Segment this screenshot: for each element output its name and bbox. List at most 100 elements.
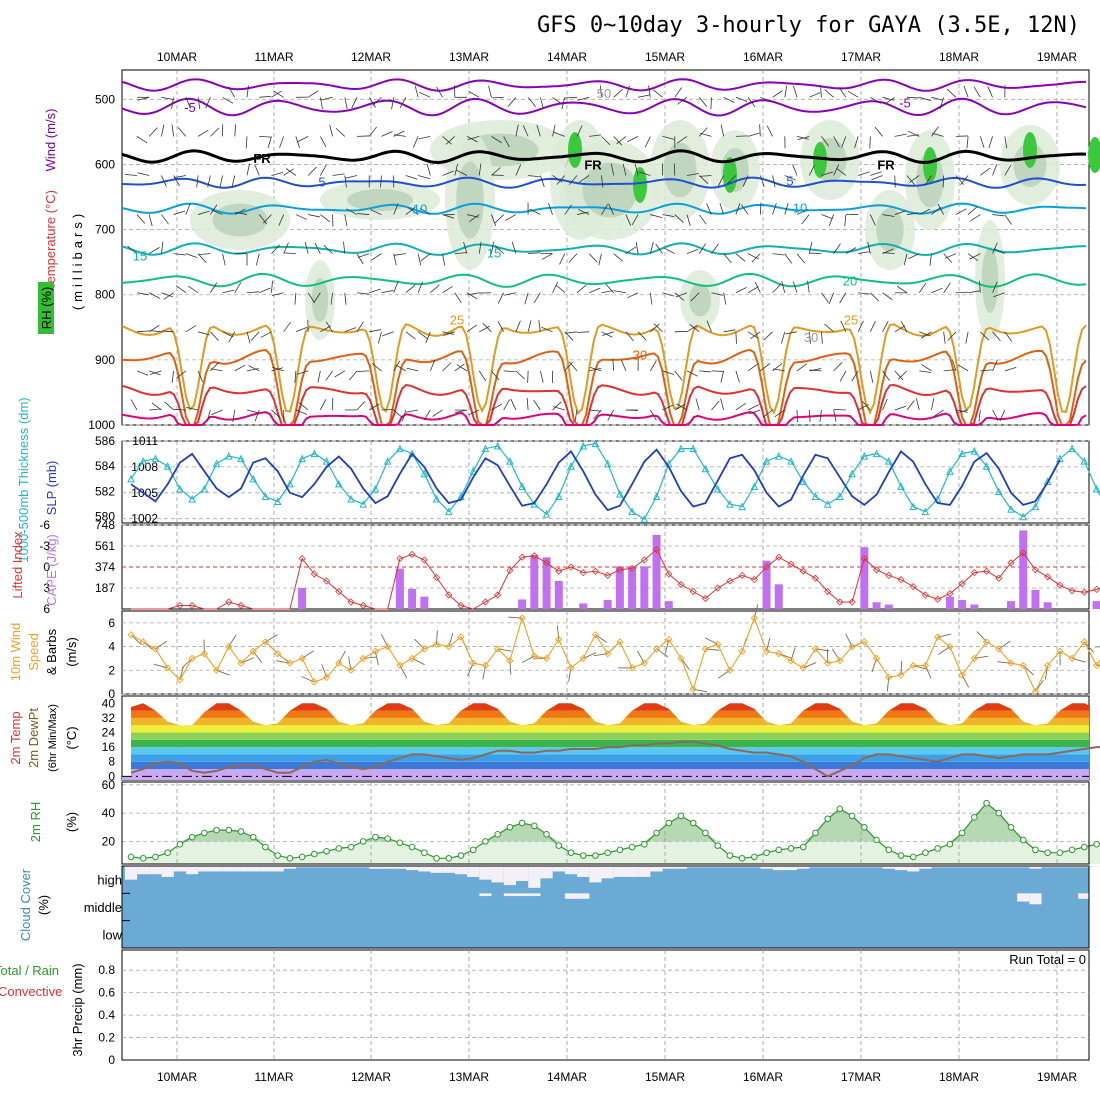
wind-barb	[760, 363, 771, 372]
rh-point	[641, 840, 648, 848]
contour-label-c15: 15	[133, 249, 147, 264]
cape-bar	[1019, 530, 1028, 609]
wind-barb	[698, 97, 708, 107]
cloud-bar-high	[1004, 866, 1018, 868]
cloud-bar-high	[540, 866, 553, 879]
lifted-point	[1031, 566, 1040, 574]
wind-barb	[819, 409, 822, 422]
wind-barb	[526, 397, 529, 411]
wind-barb	[601, 204, 608, 215]
precip-tick: 0.6	[98, 986, 115, 1000]
cloud-bar-high	[198, 866, 211, 872]
wind-barb	[279, 136, 285, 148]
wind-barb	[960, 175, 969, 185]
cloud-bar-high	[662, 866, 675, 869]
wind-barb	[969, 253, 981, 260]
temp-band	[131, 769, 1089, 777]
wind-barb	[206, 409, 211, 422]
wind-barb	[742, 175, 749, 187]
date-label-top: 17MAR	[841, 50, 881, 64]
wind-barb	[357, 253, 370, 258]
wind-speed-point	[848, 642, 856, 651]
wind-barb	[369, 403, 380, 411]
thickness-point	[237, 454, 245, 463]
wind-barb	[568, 175, 578, 185]
wind-barb	[419, 207, 431, 215]
wind-speed-point	[139, 638, 147, 646]
rh-point	[714, 842, 721, 849]
lifted-point	[726, 577, 734, 585]
lifted-point	[872, 566, 881, 574]
wind-barb	[821, 171, 834, 176]
wind-barb	[432, 409, 443, 417]
wind-barb	[552, 401, 562, 411]
cloud-bar-middle	[1029, 893, 1042, 905]
wind-speed-point	[542, 654, 551, 663]
cloud-bar-high	[332, 866, 345, 868]
wind-barb	[845, 247, 857, 254]
wind-barb	[921, 331, 932, 339]
wind-barb	[533, 399, 541, 411]
wind-barb	[211, 409, 223, 416]
wind-barb	[466, 324, 478, 333]
thickness-point	[261, 492, 270, 501]
wind-barb	[898, 370, 908, 380]
wind-barb	[698, 127, 708, 137]
rh-point	[323, 847, 330, 855]
wind-barb	[610, 163, 615, 176]
wind-barb	[943, 369, 956, 372]
wind-barb	[564, 204, 572, 215]
wind-barb	[308, 214, 320, 218]
wind-barb	[443, 331, 455, 336]
rh-point	[1019, 836, 1027, 844]
wind-barb	[919, 208, 931, 215]
wind-barb	[319, 399, 327, 411]
wind-speed-point	[164, 664, 172, 672]
contour-label-c10: 10	[793, 200, 807, 215]
wind-barb	[351, 97, 358, 109]
wind-speed-point	[567, 664, 575, 672]
cloud-bar-high	[1053, 866, 1066, 868]
wind-barb	[497, 292, 505, 304]
lifted-point	[750, 576, 758, 584]
wind-barb	[185, 97, 191, 109]
wind-barb	[601, 290, 614, 294]
wind-barb	[735, 253, 746, 262]
wind-barb	[393, 134, 406, 137]
thickness-tick: 582	[95, 484, 115, 498]
wind-barb	[272, 366, 284, 372]
wind-barb	[638, 171, 651, 176]
temp-tick: 32	[102, 711, 116, 725]
wind-tick: 4	[108, 640, 115, 654]
wind-barb	[576, 284, 587, 294]
wind-barb	[838, 87, 847, 98]
rh-point	[506, 823, 514, 831]
wind-barb	[377, 331, 382, 344]
date-label-top: 11MAR	[254, 50, 293, 64]
lifted-point	[408, 550, 416, 558]
wind-barb	[357, 370, 370, 372]
thickness-point	[982, 462, 991, 470]
wind-barb	[906, 400, 915, 411]
wind-barb	[527, 97, 536, 107]
rh-shade-core	[923, 147, 937, 183]
thickness-point	[860, 452, 869, 460]
wind-barb	[234, 282, 242, 293]
wind-barb	[937, 203, 945, 215]
temp-axis-label: Temperature (°C)	[43, 190, 58, 290]
wind-speed-point	[1044, 661, 1052, 670]
lifted-point	[396, 555, 404, 563]
wind-barb	[198, 253, 211, 256]
wind-barb	[320, 96, 333, 101]
wind-barb	[482, 323, 492, 333]
wind-barb	[674, 370, 683, 381]
rh-point	[433, 855, 440, 862]
wind-barb	[699, 132, 712, 137]
wind-barb	[662, 292, 675, 297]
thickness-point	[884, 457, 893, 465]
wind-barb	[314, 242, 321, 254]
cloud-bar-high	[1066, 866, 1079, 868]
wind-barb	[735, 402, 747, 411]
rh-point	[298, 853, 306, 861]
rh-point	[494, 831, 501, 838]
